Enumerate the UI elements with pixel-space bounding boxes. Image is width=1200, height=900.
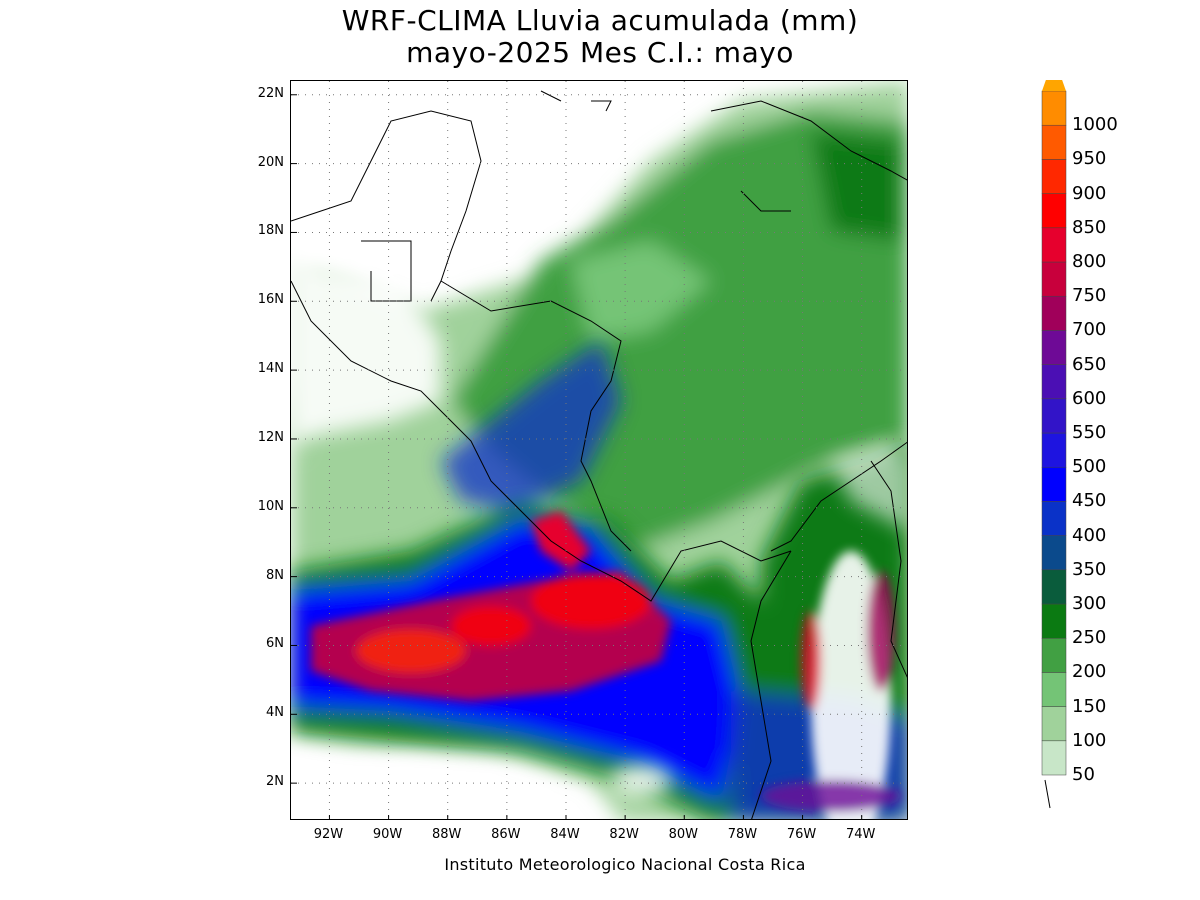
colorbar-swatch xyxy=(1041,159,1067,194)
lat-tick-label: 6N xyxy=(266,636,284,652)
colorbar-level-label: 500 xyxy=(1072,456,1107,478)
colorbar-level-label: 200 xyxy=(1072,661,1107,683)
colorbar-swatch xyxy=(1041,364,1067,400)
colorbar-swatch xyxy=(1041,193,1067,229)
colorbar-level-label: 350 xyxy=(1072,558,1107,580)
lat-tick-label: 16N xyxy=(257,292,284,308)
lat-tick-label: 4N xyxy=(266,705,284,721)
colorbar-swatch xyxy=(1041,330,1067,365)
lon-tick-label: 90W xyxy=(372,827,403,842)
colorbar-underflow-marker xyxy=(1044,779,1051,809)
colorbar-swatch xyxy=(1041,706,1067,742)
colorbar-level-label: 150 xyxy=(1072,695,1107,717)
dry-areas xyxy=(291,81,907,819)
lon-tick-label: 76W xyxy=(786,827,817,842)
colorbar-level-label: 300 xyxy=(1072,593,1107,614)
colorbar-swatch xyxy=(1041,603,1067,639)
colorbar-level-label: 550 xyxy=(1072,422,1107,443)
lat-tick-label: 22N xyxy=(257,85,284,101)
colorbar-level-label: 1000 xyxy=(1072,114,1118,136)
colorbar-overflow-triangle xyxy=(1042,80,1066,91)
colorbar-swatch xyxy=(1041,535,1067,571)
lon-tick-label: 82W xyxy=(609,827,639,842)
colorbar-swatch xyxy=(1041,261,1067,297)
colorbar-swatch xyxy=(1041,295,1067,331)
lon-tick-label: 78W xyxy=(727,827,758,842)
colorbar-level-label: 100 xyxy=(1072,729,1107,751)
colorbar-level-label: 800 xyxy=(1072,251,1107,272)
lon-tick-label: 84W xyxy=(550,827,580,842)
lat-tick-label: 14N xyxy=(257,361,284,377)
lon-tick-label: 80W xyxy=(668,827,698,842)
colorbar-swatch xyxy=(1041,466,1067,502)
colorbar-level-label: 250 xyxy=(1072,627,1107,649)
lat-tick-label: 20N xyxy=(257,154,284,170)
precipitation-map xyxy=(290,80,908,820)
lat-tick-label: 12N xyxy=(257,429,284,445)
colorbar-level-label: 900 xyxy=(1072,182,1107,204)
colorbar-swatch xyxy=(1041,501,1067,536)
colorbar-swatch xyxy=(1041,124,1067,160)
colorbar-level-label: 600 xyxy=(1072,387,1107,409)
colorbar-swatch xyxy=(1041,432,1067,468)
rain-field-heavy xyxy=(311,511,901,819)
colorbar-level-label: 650 xyxy=(1072,353,1107,375)
precipitation-field xyxy=(291,81,907,819)
colorbar-level-label: 750 xyxy=(1072,285,1107,307)
lat-tick-label: 18N xyxy=(257,223,284,239)
colorbar-swatch xyxy=(1041,672,1067,707)
lat-tick-label: 8N xyxy=(266,567,284,583)
lat-tick-label: 2N xyxy=(266,774,284,790)
credit-line: Instituto Meteorologico Nacional Costa R… xyxy=(444,855,806,874)
colorbar-level-label: 50 xyxy=(1072,764,1095,785)
colorbar-level-label: 850 xyxy=(1072,216,1107,238)
map-title: WRF-CLIMA Lluvia acumulada (mm) xyxy=(341,4,859,37)
colorbar-swatch xyxy=(1041,569,1067,605)
lon-tick-label: 88W xyxy=(432,827,462,842)
lon-tick-label: 74W xyxy=(845,827,876,842)
colorbar-level-label: 700 xyxy=(1072,319,1107,341)
colorbar-swatch xyxy=(1041,90,1067,126)
map-graticule xyxy=(291,81,907,819)
colorbar-swatch xyxy=(1041,398,1067,434)
lon-tick-label: 92W xyxy=(313,827,344,842)
colorbar-swatch xyxy=(1041,227,1067,263)
map-subtitle: mayo-2025 Mes C.I.: mayo xyxy=(406,36,794,69)
lat-tick-label: 10N xyxy=(257,498,284,514)
colorbar-level-label: 950 xyxy=(1072,148,1107,170)
colorbar xyxy=(1041,80,1067,809)
colorbar-level-label: 450 xyxy=(1072,490,1107,512)
coastlines xyxy=(291,90,907,819)
colorbar-swatch xyxy=(1041,740,1067,776)
lon-tick-label: 86W xyxy=(491,827,521,842)
colorbar-swatch xyxy=(1041,637,1067,673)
colorbar-level-label: 400 xyxy=(1072,524,1107,546)
